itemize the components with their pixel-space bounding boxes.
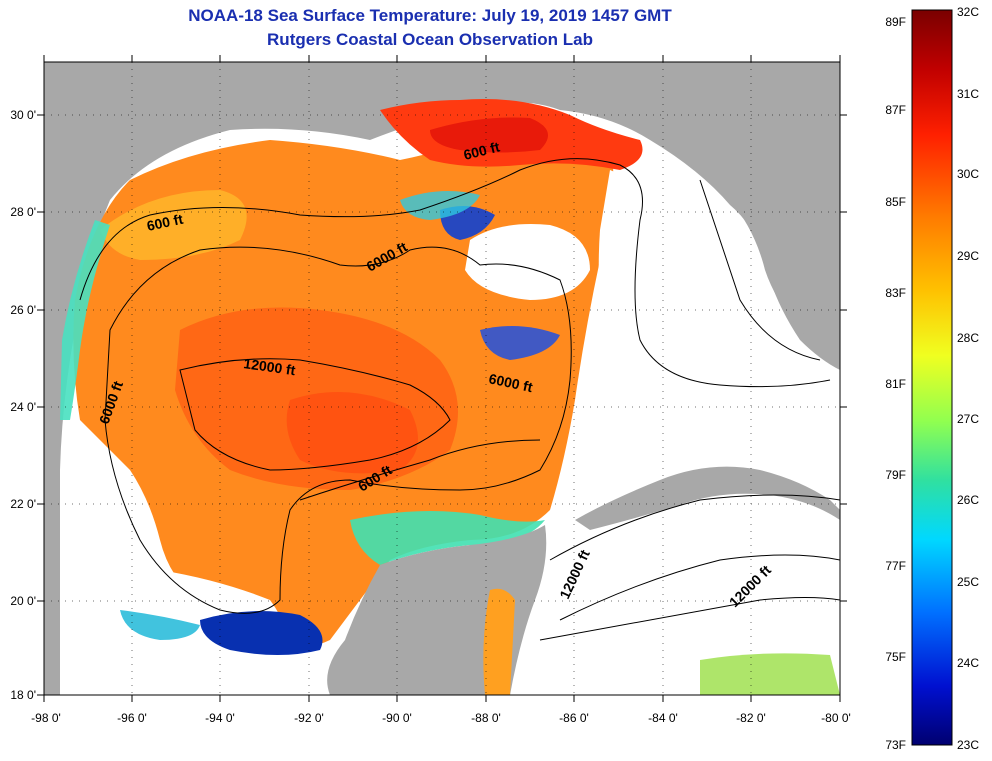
y-tick-label: 20 0' (10, 594, 36, 608)
colorbar-c-label: 31C (957, 87, 979, 101)
x-tick-label: -82 0' (736, 711, 766, 725)
colorbar-c-label: 32C (957, 5, 979, 19)
colorbar-c-label: 26C (957, 493, 979, 507)
sst-cool-campeche-teal (120, 610, 200, 640)
colorbar-f-label: 81F (885, 377, 906, 391)
x-tick-label: -88 0' (471, 711, 501, 725)
colorbar-f-label: 89F (885, 15, 906, 29)
x-tick-label: -96 0' (117, 711, 147, 725)
sst-caribbean-green (700, 653, 840, 695)
x-tick-label: -92 0' (294, 711, 324, 725)
y-tick-label: 28 0' (10, 205, 36, 219)
contour-6000ft-loop (104, 246, 572, 614)
contour-caribbean-c (539, 597, 840, 641)
colorbar-f-label: 87F (885, 103, 906, 117)
sst-cool-yucatan (350, 511, 545, 565)
grid-lines (44, 62, 840, 695)
cloud-east (598, 170, 708, 388)
cuba-land (575, 466, 840, 530)
contour-caribbean-a (549, 494, 840, 561)
colorbar-c-label: 24C (957, 656, 979, 670)
sst-patch-red (286, 392, 418, 474)
colorbar-f-label: 85F (885, 195, 906, 209)
contour-600ft-north (79, 158, 831, 388)
colorbar-c-label: 28C (957, 331, 979, 345)
contour-600ft-yucatan (299, 439, 541, 501)
sst-cool-campeche-blue (200, 611, 323, 655)
x-tick-label: -80 0' (821, 711, 851, 725)
x-tick-label: -94 0' (205, 711, 235, 725)
sst-cool-blue-mid (480, 326, 560, 360)
cloud-sw (65, 430, 177, 620)
y-tick-label: 18 0' (10, 688, 36, 702)
y-tick-label: 26 0' (10, 303, 36, 317)
depth-contours (79, 158, 840, 641)
x-tick-label: -90 0' (382, 711, 412, 725)
colorbar-c-label: 23C (957, 738, 979, 752)
y-tick-label: 30 0' (10, 108, 36, 122)
sst-caribbean-orange (483, 588, 515, 695)
colorbar-c-label: 30C (957, 167, 979, 181)
sst-bay-red (430, 117, 548, 153)
sst-coast-cool (60, 220, 110, 420)
colorbar-c-label: 25C (957, 575, 979, 589)
y-tick-label: 24 0' (10, 400, 36, 414)
contour-label: 12000 ft (243, 355, 297, 378)
colorbar-f-label: 83F (885, 286, 906, 300)
contour-caribbean-b (559, 554, 840, 621)
x-tick-label: -98 0' (31, 711, 61, 725)
colorbar-f-label: 75F (885, 650, 906, 664)
contour-florida (699, 179, 821, 361)
colorbar-c-label: 27C (957, 412, 979, 426)
colorbar-c-label: 29C (957, 249, 979, 263)
colorbar-f-label: 73F (885, 738, 906, 752)
sst-cool-cyan-north (400, 191, 480, 220)
colorbar (911, 9, 953, 746)
x-tick-label: -84 0' (648, 711, 678, 725)
x-tick-label: -86 0' (559, 711, 589, 725)
map-title: NOAA-18 Sea Surface Temperature: July 19… (188, 6, 672, 25)
y-tick-label: 22 0' (10, 497, 36, 511)
colorbar-f-label: 77F (885, 559, 906, 573)
cloud-louisiana (465, 224, 590, 300)
florida-land (640, 62, 840, 365)
axis-ticks (37, 55, 847, 702)
contour-label: 600 ft (145, 211, 184, 234)
map-frame (43, 61, 841, 696)
colorbar-f-label: 79F (885, 468, 906, 482)
contour-12000ft (179, 358, 451, 471)
map-subtitle: Rutgers Coastal Ocean Observation Lab (267, 30, 593, 49)
